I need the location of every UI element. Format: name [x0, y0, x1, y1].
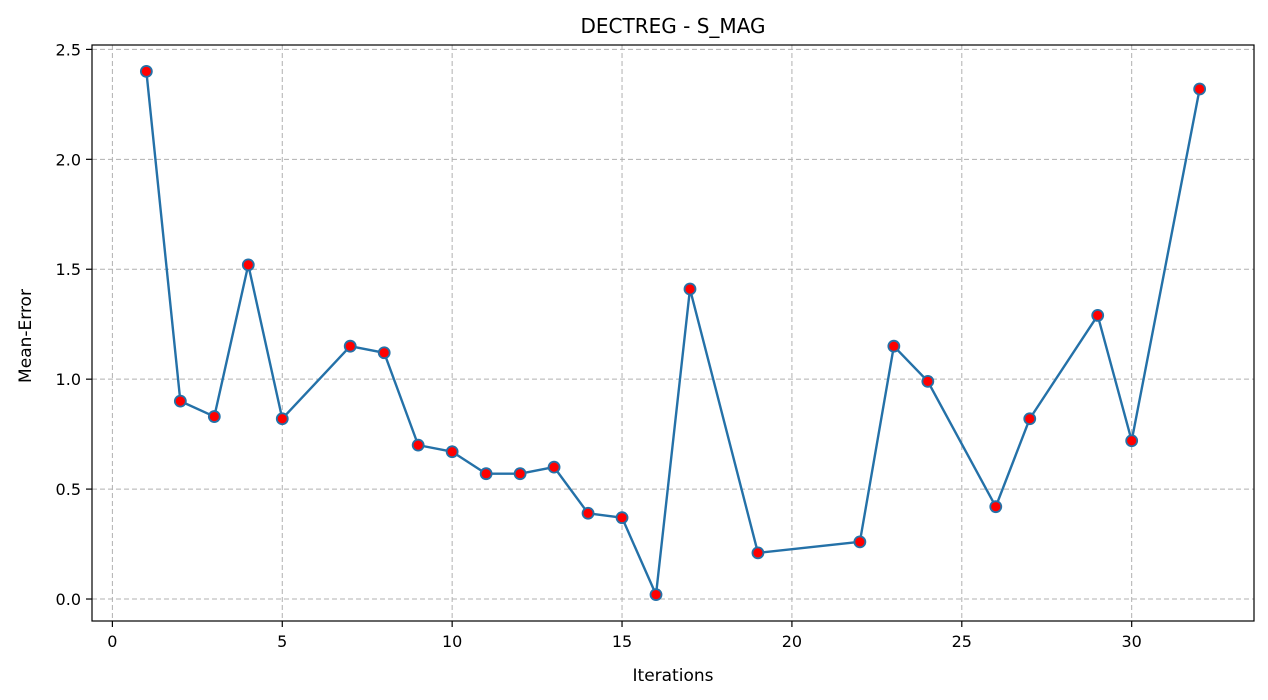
y-tick-label: 1.0: [56, 370, 81, 389]
x-tick-label: 25: [952, 632, 972, 651]
data-point: [547, 460, 561, 474]
data-point: [853, 535, 867, 549]
y-tick-label: 0.0: [56, 590, 81, 609]
y-tick-label: 1.5: [56, 260, 81, 279]
data-point: [1023, 412, 1037, 426]
data-point: [921, 374, 935, 388]
data-point: [479, 467, 493, 481]
x-tick-label: 15: [612, 632, 632, 651]
data-point: [581, 506, 595, 520]
marker-group: [139, 64, 1207, 602]
x-tick-label: 5: [277, 632, 287, 651]
x-tick-label: 0: [107, 632, 117, 651]
data-point: [615, 511, 629, 525]
y-tick-label: 2.5: [56, 40, 81, 59]
data-point: [989, 500, 1003, 514]
data-point: [683, 282, 697, 296]
data-point: [377, 346, 391, 360]
data-point: [1125, 434, 1139, 448]
data-point: [1193, 82, 1207, 96]
data-point: [241, 258, 255, 272]
y-axis-label: Mean-Error: [16, 289, 36, 383]
y-tick-label: 2.0: [56, 150, 81, 169]
data-point: [343, 339, 357, 353]
data-point: [1091, 309, 1105, 322]
grid: [92, 45, 1254, 621]
data-point: [275, 412, 289, 426]
data-point: [751, 546, 765, 560]
x-tick-label: 30: [1122, 632, 1142, 651]
x-tick-label: 10: [442, 632, 462, 651]
data-point: [411, 438, 425, 452]
data-point: [139, 64, 153, 78]
y-tick-label: 0.5: [56, 480, 81, 499]
chart-title: DECTREG - S_MAG: [581, 14, 766, 38]
axis-ticks: 0 5 10 15 20 25 30 0.0 0.5 1.0 1.5 2.0 2.5: [56, 40, 1142, 651]
data-point: [173, 394, 187, 408]
plot-frame: [91, 44, 1255, 622]
x-axis-label: Iterations: [633, 666, 714, 686]
data-point: [207, 410, 221, 423]
data-point: [887, 339, 901, 353]
data-point: [445, 445, 459, 459]
data-point: [649, 588, 663, 602]
x-tick-label: 20: [782, 632, 802, 651]
data-point: [513, 467, 527, 481]
